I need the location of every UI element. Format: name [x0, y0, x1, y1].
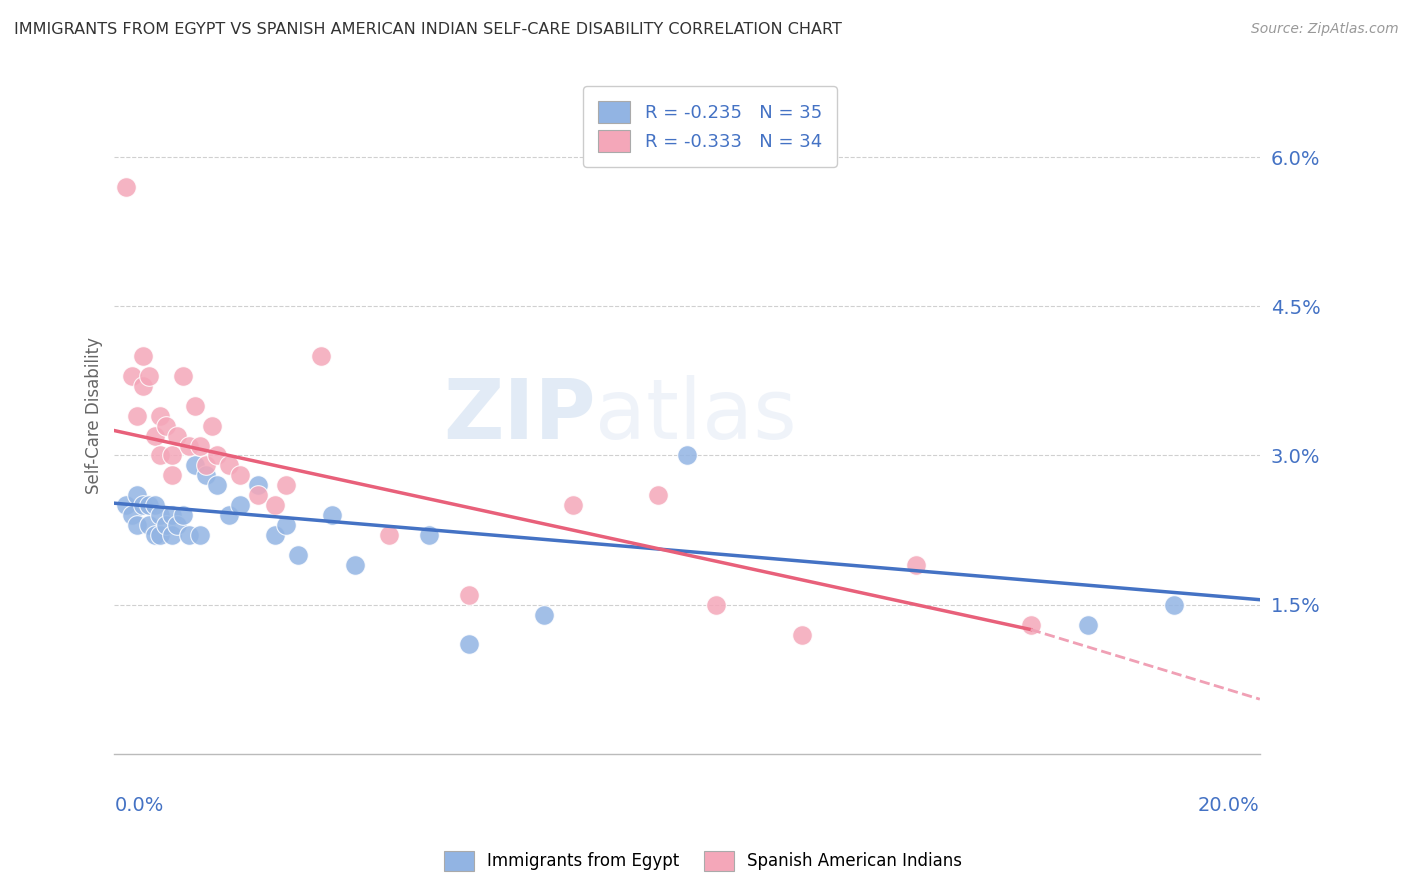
Point — [1163, 598, 1185, 612]
Text: IMMIGRANTS FROM EGYPT VS SPANISH AMERICAN INDIAN SELF-CARE DISABILITY CORRELATIO: IMMIGRANTS FROM EGYPT VS SPANISH AMERICA… — [14, 22, 842, 37]
Point — [160, 528, 183, 542]
Text: Source: ZipAtlas.com: Source: ZipAtlas.com — [1251, 22, 1399, 37]
Point — [183, 399, 205, 413]
Point — [127, 518, 149, 533]
Point — [132, 349, 155, 363]
Point — [149, 409, 172, 423]
Point — [188, 438, 211, 452]
Legend: Immigrants from Egypt, Spanish American Indians: Immigrants from Egypt, Spanish American … — [436, 842, 970, 880]
Point — [155, 418, 177, 433]
Point — [207, 449, 229, 463]
Point — [195, 468, 218, 483]
Text: 20.0%: 20.0% — [1198, 796, 1260, 814]
Point — [207, 478, 229, 492]
Point — [172, 368, 194, 383]
Point — [647, 488, 669, 502]
Point — [183, 458, 205, 473]
Point — [246, 478, 269, 492]
Point — [218, 458, 240, 473]
Point — [458, 588, 481, 602]
Point — [263, 498, 285, 512]
Point — [309, 349, 332, 363]
Point — [218, 508, 240, 523]
Point — [166, 428, 188, 442]
Text: 0.0%: 0.0% — [114, 796, 163, 814]
Point — [132, 498, 155, 512]
Point — [561, 498, 583, 512]
Point — [229, 468, 252, 483]
Point — [160, 508, 183, 523]
Legend: R = -0.235   N = 35, R = -0.333   N = 34: R = -0.235 N = 35, R = -0.333 N = 34 — [583, 87, 837, 167]
Point — [132, 379, 155, 393]
Point — [533, 607, 555, 622]
Point — [143, 498, 166, 512]
Point — [276, 518, 298, 533]
Point — [177, 528, 200, 542]
Point — [229, 498, 252, 512]
Point — [155, 518, 177, 533]
Point — [287, 548, 309, 562]
Point — [127, 409, 149, 423]
Text: ZIP: ZIP — [443, 376, 596, 456]
Text: atlas: atlas — [596, 376, 797, 456]
Point — [160, 468, 183, 483]
Point — [201, 418, 224, 433]
Point — [143, 528, 166, 542]
Point — [177, 438, 200, 452]
Point — [160, 449, 183, 463]
Point — [195, 458, 218, 473]
Y-axis label: Self-Care Disability: Self-Care Disability — [86, 337, 103, 494]
Point — [138, 368, 160, 383]
Point — [1019, 617, 1042, 632]
Point — [418, 528, 440, 542]
Point — [127, 488, 149, 502]
Point — [905, 558, 928, 572]
Point — [115, 498, 138, 512]
Point — [790, 627, 813, 641]
Point — [115, 179, 138, 194]
Point — [121, 368, 143, 383]
Point — [138, 518, 160, 533]
Point — [138, 498, 160, 512]
Point — [149, 449, 172, 463]
Point — [121, 508, 143, 523]
Point — [378, 528, 401, 542]
Point — [276, 478, 298, 492]
Point — [149, 508, 172, 523]
Point — [172, 508, 194, 523]
Point — [143, 428, 166, 442]
Point — [676, 449, 699, 463]
Point — [343, 558, 366, 572]
Point — [458, 637, 481, 651]
Point — [1077, 617, 1099, 632]
Point — [188, 528, 211, 542]
Point — [149, 528, 172, 542]
Point — [246, 488, 269, 502]
Point — [704, 598, 727, 612]
Point — [166, 518, 188, 533]
Point — [263, 528, 285, 542]
Point — [321, 508, 343, 523]
